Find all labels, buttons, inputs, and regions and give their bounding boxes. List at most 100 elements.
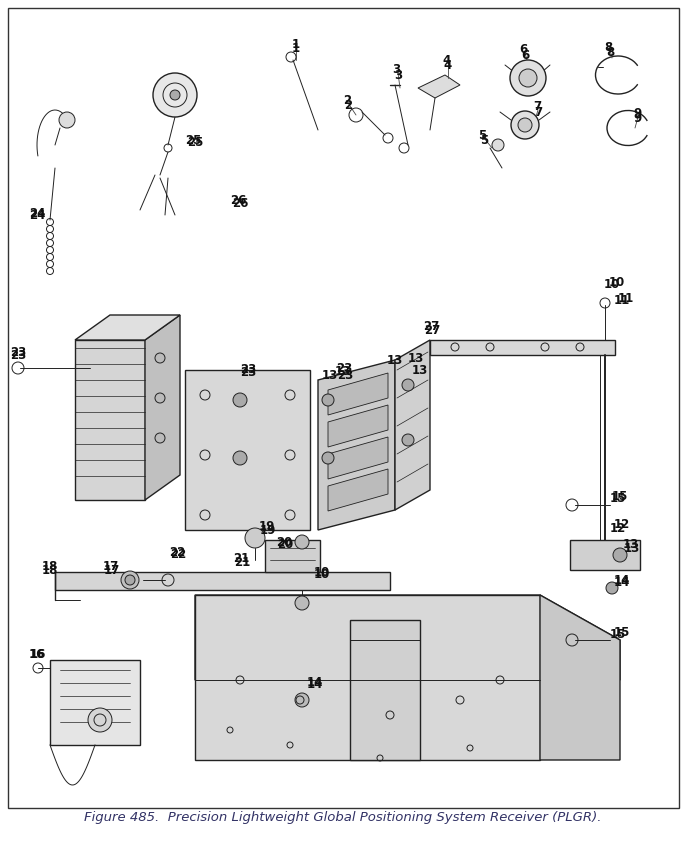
Circle shape: [518, 118, 532, 132]
Circle shape: [59, 112, 75, 128]
Text: 15: 15: [612, 489, 628, 503]
Polygon shape: [195, 595, 540, 760]
Circle shape: [155, 393, 165, 403]
Text: 13: 13: [624, 542, 640, 554]
Text: 22: 22: [169, 546, 185, 558]
Text: 25: 25: [185, 134, 201, 146]
Circle shape: [519, 69, 537, 87]
Polygon shape: [265, 540, 320, 572]
Text: 9: 9: [634, 112, 642, 124]
Circle shape: [322, 394, 334, 406]
Circle shape: [88, 708, 112, 732]
Text: 24: 24: [29, 207, 45, 220]
Text: 27: 27: [423, 320, 439, 334]
Polygon shape: [318, 360, 395, 530]
Text: 12: 12: [614, 519, 630, 532]
Text: 17: 17: [104, 563, 120, 576]
Text: 15: 15: [613, 627, 630, 639]
Circle shape: [613, 548, 627, 562]
Polygon shape: [145, 315, 180, 500]
Text: 23: 23: [240, 362, 256, 375]
Text: 5: 5: [480, 134, 488, 146]
Text: 24: 24: [29, 209, 45, 221]
Text: 1: 1: [292, 38, 300, 50]
Text: 15: 15: [610, 491, 626, 505]
Text: 4: 4: [443, 54, 451, 66]
Circle shape: [402, 379, 414, 391]
Text: 17: 17: [103, 559, 119, 573]
Polygon shape: [540, 595, 620, 760]
Text: 3: 3: [394, 68, 402, 82]
Circle shape: [511, 111, 539, 139]
Polygon shape: [430, 340, 615, 355]
Text: 14: 14: [307, 675, 323, 689]
Text: 19: 19: [260, 523, 276, 537]
Polygon shape: [75, 315, 180, 340]
Text: 14: 14: [307, 679, 323, 691]
Text: 25: 25: [187, 135, 203, 149]
Polygon shape: [418, 75, 460, 98]
Circle shape: [295, 535, 309, 549]
Text: 11: 11: [618, 292, 634, 304]
Text: 23: 23: [10, 346, 26, 358]
Polygon shape: [570, 540, 640, 570]
Text: 18: 18: [42, 560, 58, 574]
Text: Figure 485.  Precision Lightweight Global Positioning System Receiver (PLGR).: Figure 485. Precision Lightweight Global…: [85, 812, 602, 824]
Polygon shape: [328, 437, 388, 479]
Text: 13: 13: [335, 364, 351, 378]
Text: 7: 7: [534, 105, 542, 119]
Text: 13: 13: [623, 537, 639, 551]
Polygon shape: [350, 620, 420, 760]
Polygon shape: [328, 373, 388, 415]
Circle shape: [295, 596, 309, 610]
Text: 10: 10: [609, 276, 625, 288]
Polygon shape: [75, 340, 145, 500]
Circle shape: [606, 582, 618, 594]
Polygon shape: [50, 660, 140, 745]
Text: 8: 8: [604, 40, 612, 54]
Text: 13: 13: [412, 363, 428, 377]
Text: 21: 21: [233, 553, 249, 565]
Circle shape: [402, 434, 414, 446]
Text: 22: 22: [170, 548, 186, 562]
Text: 2: 2: [343, 93, 351, 107]
Circle shape: [125, 575, 135, 585]
Text: 5: 5: [478, 129, 486, 141]
Circle shape: [121, 571, 139, 589]
Text: 20: 20: [277, 538, 293, 552]
Text: 13: 13: [387, 353, 403, 367]
Circle shape: [170, 90, 180, 100]
Text: 6: 6: [521, 49, 529, 61]
Circle shape: [510, 60, 546, 96]
Text: 12: 12: [610, 521, 626, 535]
Text: 16: 16: [30, 648, 46, 662]
Polygon shape: [185, 370, 310, 530]
Text: 20: 20: [276, 536, 292, 548]
Text: 10: 10: [604, 278, 620, 292]
Text: 15: 15: [610, 628, 626, 642]
Text: 2: 2: [344, 98, 352, 112]
Text: 23: 23: [240, 366, 256, 378]
Circle shape: [155, 353, 165, 363]
Text: 18: 18: [42, 563, 58, 576]
Circle shape: [153, 73, 197, 117]
Text: 27: 27: [424, 324, 440, 336]
Text: 19: 19: [259, 521, 275, 533]
Polygon shape: [328, 405, 388, 447]
Text: 23: 23: [10, 348, 26, 362]
Polygon shape: [328, 469, 388, 511]
Text: 23: 23: [336, 362, 352, 374]
Text: 23: 23: [337, 368, 353, 382]
Text: 4: 4: [444, 59, 452, 71]
Polygon shape: [195, 595, 620, 680]
Text: 26: 26: [230, 193, 246, 207]
Circle shape: [233, 393, 247, 407]
Text: 11: 11: [614, 294, 630, 306]
Text: 13: 13: [408, 352, 424, 364]
Text: 10: 10: [314, 569, 330, 581]
Circle shape: [322, 452, 334, 464]
Text: 10: 10: [314, 565, 330, 579]
Circle shape: [233, 451, 247, 465]
Text: 14: 14: [613, 574, 630, 586]
Text: 6: 6: [519, 43, 527, 56]
